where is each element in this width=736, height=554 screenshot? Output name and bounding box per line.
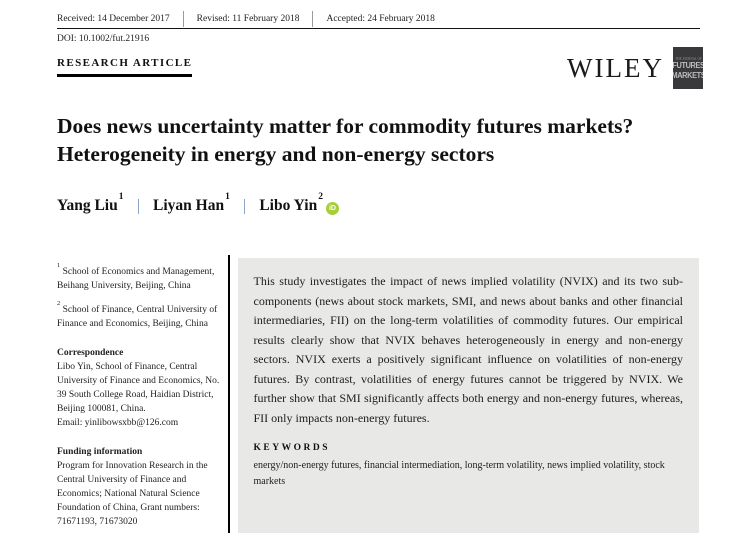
affiliation-2: 2 School of Finance, Central University …	[57, 300, 222, 331]
left-metadata-column: 1 School of Economics and Management, Be…	[57, 255, 228, 533]
affiliation-1: 1 School of Economics and Management, Be…	[57, 262, 222, 293]
funding-body: Program for Innovation Research in the C…	[57, 461, 208, 528]
correspondence-body: Libo Yin, School of Finance, Central Uni…	[57, 362, 220, 415]
revised-date: Revised: 11 February 2018	[196, 14, 300, 24]
badge-markets-text: MARKETS	[673, 70, 703, 80]
funding-heading: Funding information	[57, 447, 143, 458]
affiliation-text: School of Economics and Management, Beih…	[57, 267, 215, 292]
author-affiliation-sup: 1	[225, 192, 230, 202]
article-title-line2: Heterogeneity in energy and non-energy s…	[57, 142, 495, 166]
orcid-icon[interactable]: iD	[325, 202, 339, 216]
accepted-date: Accepted: 24 February 2018	[326, 14, 435, 24]
author-name: Liyan Han	[153, 197, 225, 215]
keywords-list: energy/non-energy futures, financial int…	[253, 460, 665, 487]
received-date: Received: 14 December 2017	[57, 14, 170, 24]
publisher-brand: WILEY THE JOURNAL OF FUTURES MARKETS	[567, 47, 703, 89]
author-affiliation-sup: 1	[118, 192, 124, 202]
first-page-columns: 1 School of Economics and Management, Be…	[57, 255, 699, 533]
keywords-heading: KEYWORDS	[253, 443, 330, 453]
author-name: Yang Liu	[57, 197, 118, 215]
doi: DOI: 10.1002/fut.21916	[57, 34, 150, 44]
author-libo-yin: Libo Yin2	[259, 192, 323, 215]
header-rule	[57, 28, 700, 29]
author-list: Yang Liu1 Liyan Han1 Libo Yin2 iD	[57, 192, 339, 216]
badge-journal-of-text: THE JOURNAL OF	[674, 56, 702, 61]
abstract-box: This study investigates the impact of ne…	[237, 258, 699, 533]
article-title: Does news uncertainty matter for commodi…	[57, 112, 696, 168]
article-history: Received: 14 December 2017 Revised: 11 F…	[57, 11, 700, 27]
abstract-text: This study investigates the impact of ne…	[253, 274, 684, 425]
badge-futures-text: FUTURES	[673, 61, 703, 70]
date-separator	[182, 11, 184, 27]
article-title-line1: Does news uncertainty matter for commodi…	[57, 114, 634, 138]
affiliation-sup: 2	[57, 300, 61, 308]
author-affiliation-sup: 2	[318, 192, 323, 202]
author-yang-liu: Yang Liu1	[57, 192, 124, 215]
affiliation-text: School of Finance, Central University of…	[57, 305, 218, 330]
date-separator	[312, 11, 314, 27]
column-divider	[228, 255, 230, 533]
wiley-logo: WILEY	[567, 52, 664, 83]
author-separator	[243, 198, 246, 214]
journal-cover-badge: THE JOURNAL OF FUTURES MARKETS	[673, 47, 703, 89]
correspondence-email: Email: yinlibowsxbb@126.com	[57, 418, 179, 429]
author-name: Libo Yin	[259, 197, 318, 215]
affiliation-sup: 1	[57, 262, 61, 269]
correspondence-heading: Correspondence	[57, 348, 124, 359]
author-separator	[137, 198, 139, 214]
article-type-label: RESEARCH ARTICLE	[57, 57, 193, 77]
author-liyan-han: Liyan Han1	[153, 192, 230, 215]
